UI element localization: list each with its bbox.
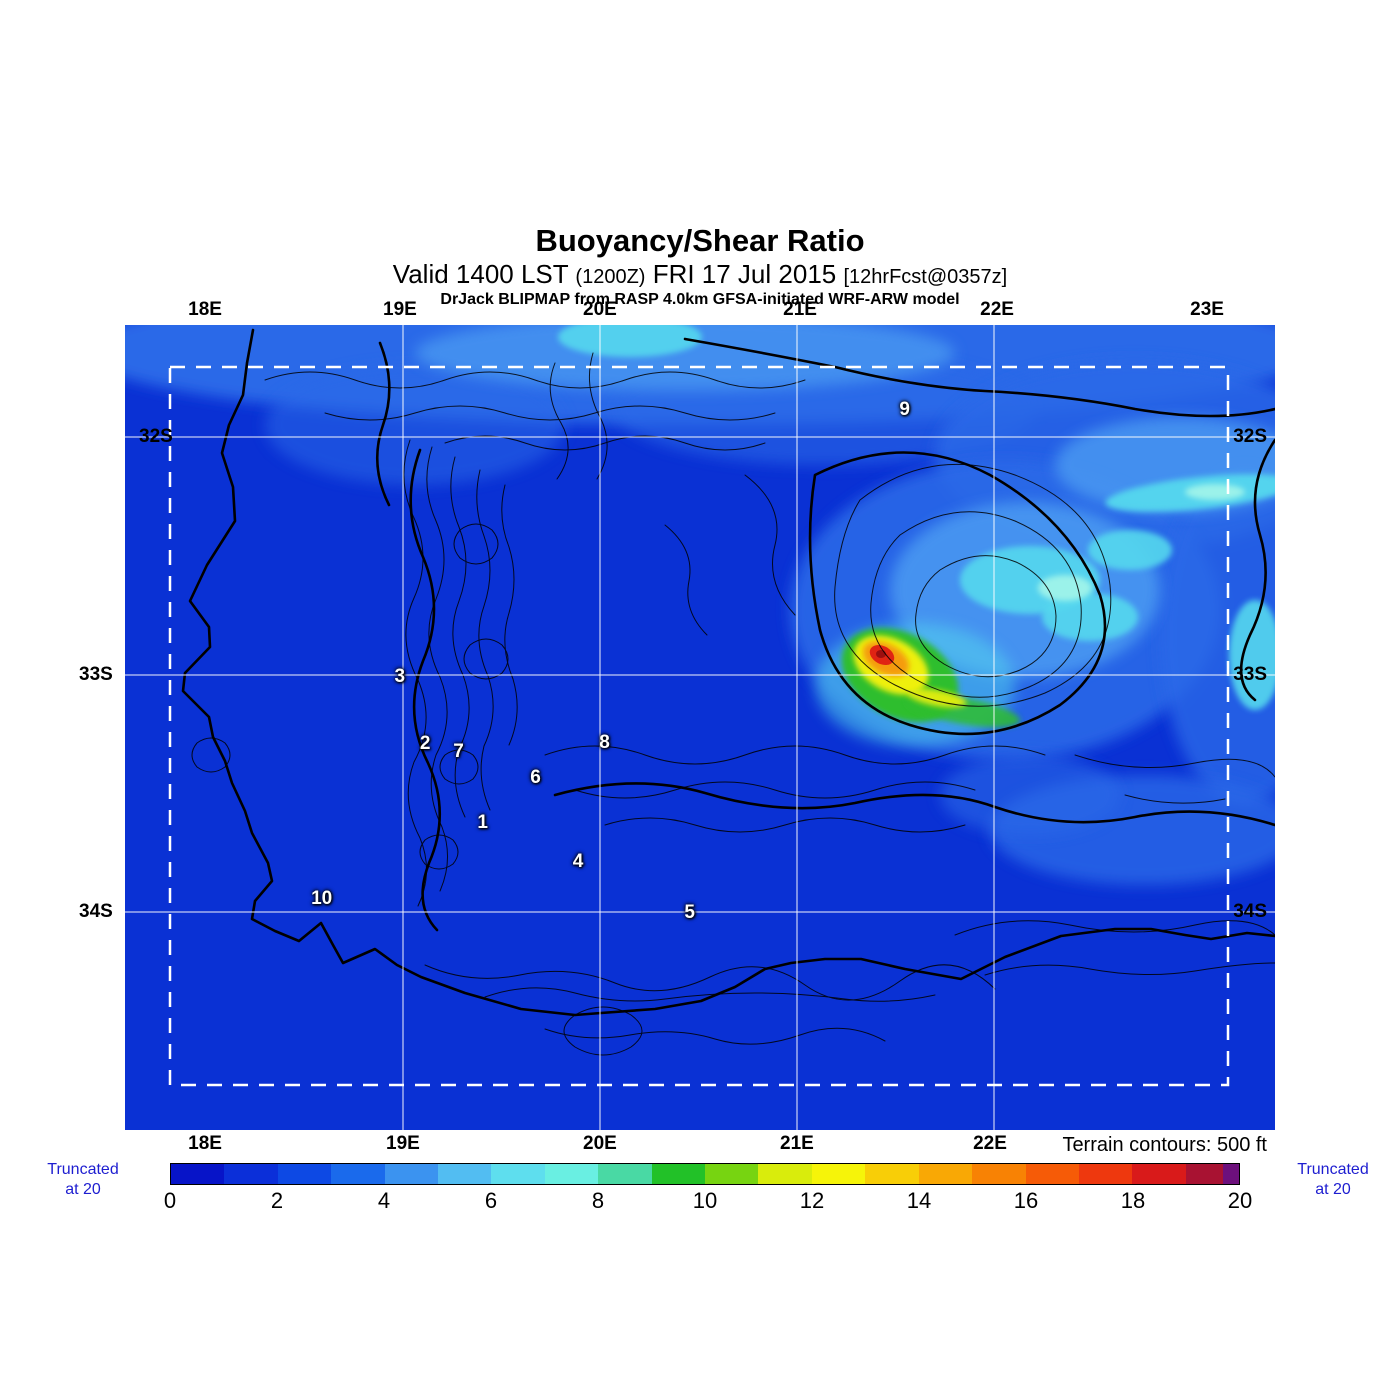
map-frame: Terrain contours: 500 ft 18E 19E 20E 21E 22E… [79, 299, 1275, 1156]
colorbar-tick: 12 [799, 1188, 825, 1213]
valid-line: Valid 1400 LST (1200Z) FRI 17 Jul 2015 [… [0, 258, 1400, 289]
coastline [181, 328, 1275, 1017]
model-line: DrJack BLIPMAP from RASP 4.0km GFSA-init… [440, 290, 960, 308]
map-svg [125, 325, 1275, 1130]
colorbar-segment [598, 1164, 652, 1184]
colorbar-segment [705, 1164, 759, 1184]
colorbar-segment [224, 1164, 278, 1184]
valid-zulu: (1200Z) [575, 265, 646, 288]
fcst-tag: [12hrFcst@0357z] [843, 265, 1008, 288]
colorbar-segment [811, 1164, 866, 1184]
colorbar-segment [544, 1164, 599, 1184]
field-value-label: 7 [453, 740, 464, 762]
chart-title: Buoyancy/Shear Ratio [535, 223, 865, 258]
colorbar-tick: 0 [163, 1188, 177, 1213]
lon-tick-bottom: 19E [386, 1133, 420, 1154]
lon-tick-top: 23E [1190, 299, 1224, 320]
truncated-note-right: Truncated at 20 [1278, 1160, 1388, 1200]
field-value-label: 3 [394, 665, 406, 687]
field-value-label: 8 [599, 731, 610, 753]
colorbar-tick: 20 [1227, 1188, 1253, 1213]
truncated-line2: at 20 [1315, 1181, 1351, 1198]
lon-tick-top: 19E [383, 299, 417, 320]
colorbar-tick: 18 [1120, 1188, 1146, 1213]
lon-tick-bottom: 20E [583, 1133, 617, 1154]
colorbar-segment [1132, 1164, 1186, 1184]
lat-tick-left: 32S [139, 425, 173, 447]
colorbar-segment [171, 1164, 225, 1184]
colorbar-segment [331, 1164, 385, 1184]
colorbar-tick: 16 [1013, 1188, 1039, 1213]
lat-tick-left: 33S [79, 664, 113, 685]
model-domain-dashed-box [168, 365, 1230, 1087]
colorbar-tick: 6 [484, 1188, 498, 1213]
header: Buoyancy/Shear Ratio Valid 1400 LST (120… [0, 223, 1400, 309]
colorbar-tick: 14 [906, 1188, 932, 1213]
truncated-line2: at 20 [65, 1181, 101, 1198]
lat-tick-right: 33S [1233, 664, 1267, 685]
colorbar-segment [438, 1164, 492, 1184]
field-value-label: 10 [311, 887, 333, 909]
terrain-contours-thin [191, 352, 1275, 1056]
colorbar-segment [1025, 1164, 1079, 1184]
colorbar-segment [918, 1164, 973, 1184]
colorbar-segment [277, 1164, 332, 1184]
lat-tick-right: 34S [1233, 901, 1267, 922]
colorbar-tick: 4 [377, 1188, 391, 1213]
colorbar-tick: 2 [270, 1188, 284, 1213]
valid-date: FRI 17 Jul 2015 [652, 258, 837, 289]
colorbar-segment [384, 1164, 439, 1184]
lon-tick-top: 20E [583, 299, 617, 320]
colorbar-segment [865, 1164, 919, 1184]
colorbar-wrap: 0 2 4 6 8 10 12 14 16 18 20 [164, 1163, 1252, 1217]
colorbar [170, 1163, 1240, 1185]
truncated-line1: Truncated [1297, 1161, 1369, 1178]
truncated-note-left: Truncated at 20 [28, 1160, 138, 1200]
lon-tick-top: 18E [188, 299, 222, 320]
lon-tick-top: 21E [783, 299, 817, 320]
field-value-label: 1 [477, 812, 488, 834]
colorbar-segment [1185, 1164, 1224, 1184]
field-value-label: 9 [899, 399, 910, 421]
field-value-label: 2 [419, 732, 431, 754]
colorbar-tick: 8 [591, 1188, 605, 1213]
colorbar-ticks: 0 2 4 6 8 10 12 14 16 18 20 [164, 1185, 1252, 1217]
field-value-label: 5 [684, 901, 695, 923]
colorbar-segment [491, 1164, 545, 1184]
latlon-grid [125, 325, 1275, 1130]
colorbar-tick: 10 [692, 1188, 718, 1213]
colorbar-segment [1078, 1164, 1133, 1184]
colorbar-segment [972, 1164, 1026, 1184]
lat-tick-right: 32S [1233, 425, 1267, 447]
valid-prefix: Valid 1400 LST [392, 258, 569, 289]
colorbar-segment [758, 1164, 812, 1184]
lon-tick-bottom: 22E [973, 1133, 1007, 1154]
terrain-contours-thick [181, 328, 1275, 1017]
lat-tick-left: 34S [79, 901, 113, 922]
field-value-label: 6 [530, 767, 541, 789]
truncated-line1: Truncated [47, 1161, 119, 1178]
terrain-contours-note: Terrain contours: 500 ft [1062, 1134, 1267, 1156]
lon-tick-top: 22E [980, 299, 1014, 320]
lon-tick-bottom: 21E [780, 1133, 814, 1154]
lon-tick-bottom: 18E [188, 1133, 222, 1154]
colorbar-segment [1223, 1164, 1240, 1184]
colorbar-segment [651, 1164, 706, 1184]
field-value-label: 4 [572, 850, 584, 872]
